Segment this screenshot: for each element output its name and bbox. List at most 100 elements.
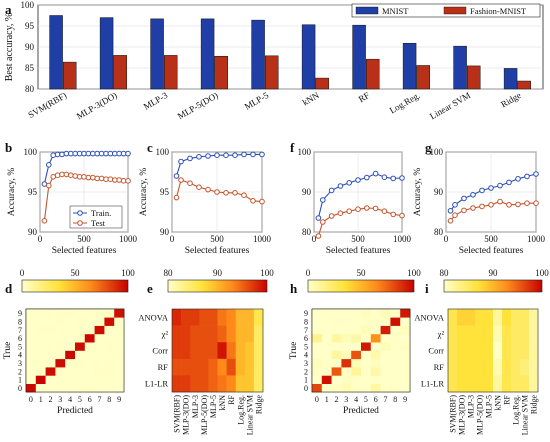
- heatmap-cell: [26, 325, 37, 335]
- heatmap-cell: [400, 317, 411, 326]
- heatmap-cell: [172, 309, 182, 326]
- heatmap-cell: [104, 342, 115, 351]
- heatmap-cell: [351, 358, 362, 368]
- bar-ytick-label: 85: [25, 63, 35, 73]
- data-point: [250, 151, 256, 158]
- heatmap-cell: [475, 342, 485, 360]
- bar-category-label: MLP-3(DO): [75, 90, 119, 121]
- panel-letter-b: b: [5, 140, 12, 155]
- ytick-label-c: 95: [160, 187, 170, 197]
- heatmap-cell: [190, 325, 200, 343]
- heatmap-cell: [351, 342, 362, 351]
- heatmap-cell: [361, 342, 372, 351]
- heatmap-cell: [529, 325, 539, 343]
- heatmap-cell: [466, 342, 476, 360]
- heatmap-cell: [45, 317, 56, 326]
- heatmap-cell: [208, 309, 218, 326]
- heatmap-cell: [235, 375, 246, 393]
- heatmap-cell: [208, 342, 218, 360]
- colorbar-tick-label: 90: [489, 268, 499, 278]
- heatmap-col-label: MLP-3: [467, 395, 476, 418]
- cm-xtick-label: 3: [344, 395, 348, 404]
- heatmap-cell: [448, 309, 458, 326]
- heatmap-cell: [35, 350, 46, 360]
- heatmap-cell: [94, 309, 105, 318]
- heatmap-cell: [45, 350, 56, 360]
- heatmap-col-label: Linear SVM: [245, 395, 254, 435]
- data-point: [50, 152, 57, 158]
- cm-xtick-label: 8: [393, 395, 397, 404]
- colorbar-tick-label: 100: [535, 268, 549, 278]
- bar-ytick-label: 80: [25, 84, 35, 94]
- heatmap-row-label: χ²: [161, 329, 169, 339]
- heatmap-row-label: ANOVA: [138, 312, 168, 322]
- data-point: [506, 179, 512, 186]
- heatmap-cell: [502, 309, 512, 326]
- heatmap-cell: [502, 325, 512, 343]
- data-point: [205, 153, 211, 159]
- xtick-label-f: 0: [312, 234, 317, 244]
- data-point: [470, 192, 476, 198]
- heatmap-cell: [351, 367, 362, 376]
- heatmap-cell: [361, 317, 372, 326]
- bar-ytick-label: 100: [21, 0, 35, 10]
- heatmap-cell: [65, 317, 76, 326]
- heatmap-cell: [331, 342, 342, 351]
- heatmap-col-label: SVM(RBF): [173, 395, 182, 433]
- data-point: [54, 172, 61, 178]
- heatmap-cell: [104, 317, 115, 326]
- cm-ytick-label: 4: [304, 351, 308, 360]
- xtick-label-g: 0: [444, 234, 449, 244]
- heatmap-cell: [65, 367, 76, 376]
- heatmap-cell: [321, 375, 332, 384]
- heatmap-col-label: kNN: [494, 395, 503, 411]
- bar-mnist: [352, 24, 366, 90]
- heatmap-cell: [94, 325, 105, 335]
- heatmap-col-label: Log.Reg.: [512, 395, 521, 425]
- heatmap-cell: [400, 309, 411, 318]
- panel-letter-f: f: [290, 140, 295, 155]
- heatmap-cell: [361, 350, 372, 360]
- cm-ytick-label: 1: [18, 376, 22, 385]
- heatmap-cell: [475, 358, 485, 376]
- heatmap-cell: [114, 309, 125, 318]
- heatmap-cell: [104, 367, 115, 376]
- heatmap-cell: [104, 309, 115, 318]
- heatmap-cell: [65, 333, 76, 343]
- heatmap-cell: [26, 309, 37, 318]
- bar-mnist: [503, 68, 518, 90]
- heatmap-row-label: χ²: [437, 329, 445, 339]
- heatmap-cell: [331, 383, 342, 393]
- heatmap-cell: [226, 325, 236, 343]
- legend-label: Test: [91, 218, 106, 228]
- cm-ytick-label: 6: [18, 334, 22, 343]
- ytick-label-c: 100: [156, 147, 170, 157]
- heatmap-cell: [380, 375, 391, 384]
- heatmap-cell: [35, 309, 46, 318]
- heatmap-cell: [35, 367, 46, 376]
- heatmap-cell: [55, 333, 66, 343]
- data-point: [488, 185, 494, 191]
- data-point: [355, 206, 361, 212]
- cm-ytick-label: 3: [18, 359, 22, 368]
- heatmap-col-label: MLP-5(DO): [200, 395, 209, 435]
- heatmap-cell: [104, 325, 115, 335]
- data-point: [205, 186, 211, 193]
- confusion-border: [311, 308, 411, 393]
- bar-mnist: [99, 17, 114, 90]
- cm-x-axis-label: Predicted: [343, 406, 379, 416]
- data-point: [320, 219, 326, 225]
- heatmap-cell: [351, 333, 362, 343]
- heatmap-cell: [390, 375, 401, 384]
- panel-letter-g: g: [425, 140, 432, 155]
- bar-fashion-mnist: [315, 77, 329, 90]
- y-axis-label-b: Accuracy, %: [7, 168, 17, 217]
- heatmap-cell: [65, 350, 76, 360]
- data-point: [46, 162, 52, 168]
- heatmap-cell: [457, 325, 467, 343]
- data-point: [506, 202, 512, 208]
- heatmap-cell: [84, 317, 95, 326]
- heatmap-cell: [370, 342, 381, 351]
- heatmap-cell: [380, 317, 391, 326]
